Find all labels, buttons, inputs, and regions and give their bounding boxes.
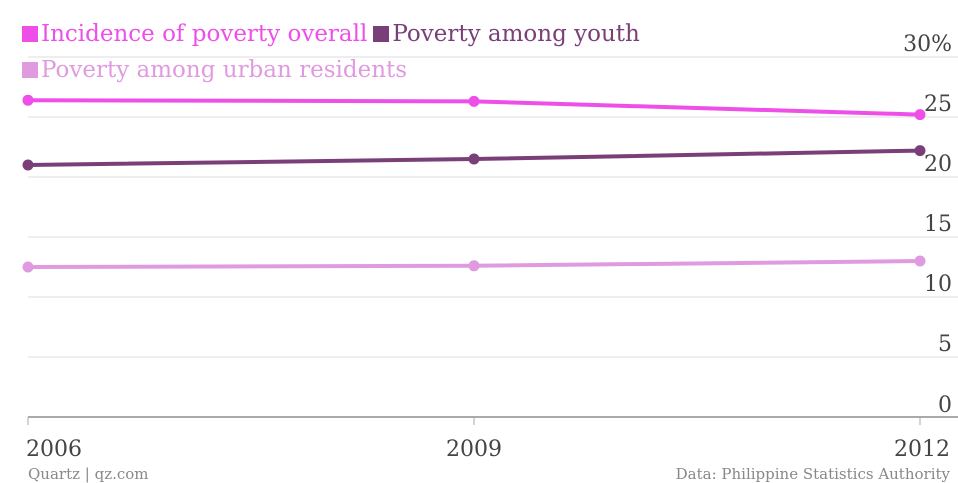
series-lines [22, 94, 926, 273]
legend: Incidence of poverty overall Poverty amo… [22, 16, 646, 88]
legend-label-urban: Poverty among urban residents [41, 57, 408, 83]
legend-item-overall: Incidence of poverty overall [22, 16, 367, 52]
data-point-overall [22, 94, 34, 106]
y-tick-label: 10 [924, 272, 952, 297]
legend-swatch-urban [22, 62, 38, 78]
y-axis-ticks: 0 5 10 15 20 25 30% [903, 32, 952, 418]
x-axis-ticks: 2006 2009 2012 [26, 417, 950, 462]
y-tick-label: 25 [924, 92, 952, 117]
data-point-youth [22, 159, 34, 171]
data-point-overall [914, 109, 926, 121]
gridlines [28, 56, 958, 418]
y-tick-label: 15 [924, 212, 952, 237]
data-point-urban [468, 260, 480, 272]
x-tick-label: 2012 [894, 437, 950, 462]
legend-label-youth: Poverty among youth [392, 21, 640, 47]
x-tick-label: 2009 [446, 437, 502, 462]
x-tick-label: 2006 [26, 437, 82, 462]
y-tick-label: 30% [903, 32, 952, 57]
legend-swatch-youth [373, 26, 390, 42]
legend-label-overall: Incidence of poverty overall [41, 21, 368, 47]
data-point-urban [914, 255, 926, 267]
data-point-youth [914, 145, 926, 157]
y-tick-label: 20 [924, 152, 952, 177]
source-credit: Quartz | qz.com [28, 465, 149, 483]
legend-item-youth: Poverty among youth [373, 16, 640, 52]
y-tick-label: 0 [938, 393, 952, 418]
legend-item-urban: Poverty among urban residents [22, 52, 407, 88]
data-source: Data: Philippine Statistics Authority [675, 465, 950, 483]
data-point-overall [468, 95, 480, 107]
data-point-urban [22, 261, 34, 273]
legend-swatch-overall [22, 26, 38, 42]
y-tick-label: 5 [938, 332, 952, 357]
data-point-youth [468, 153, 480, 165]
